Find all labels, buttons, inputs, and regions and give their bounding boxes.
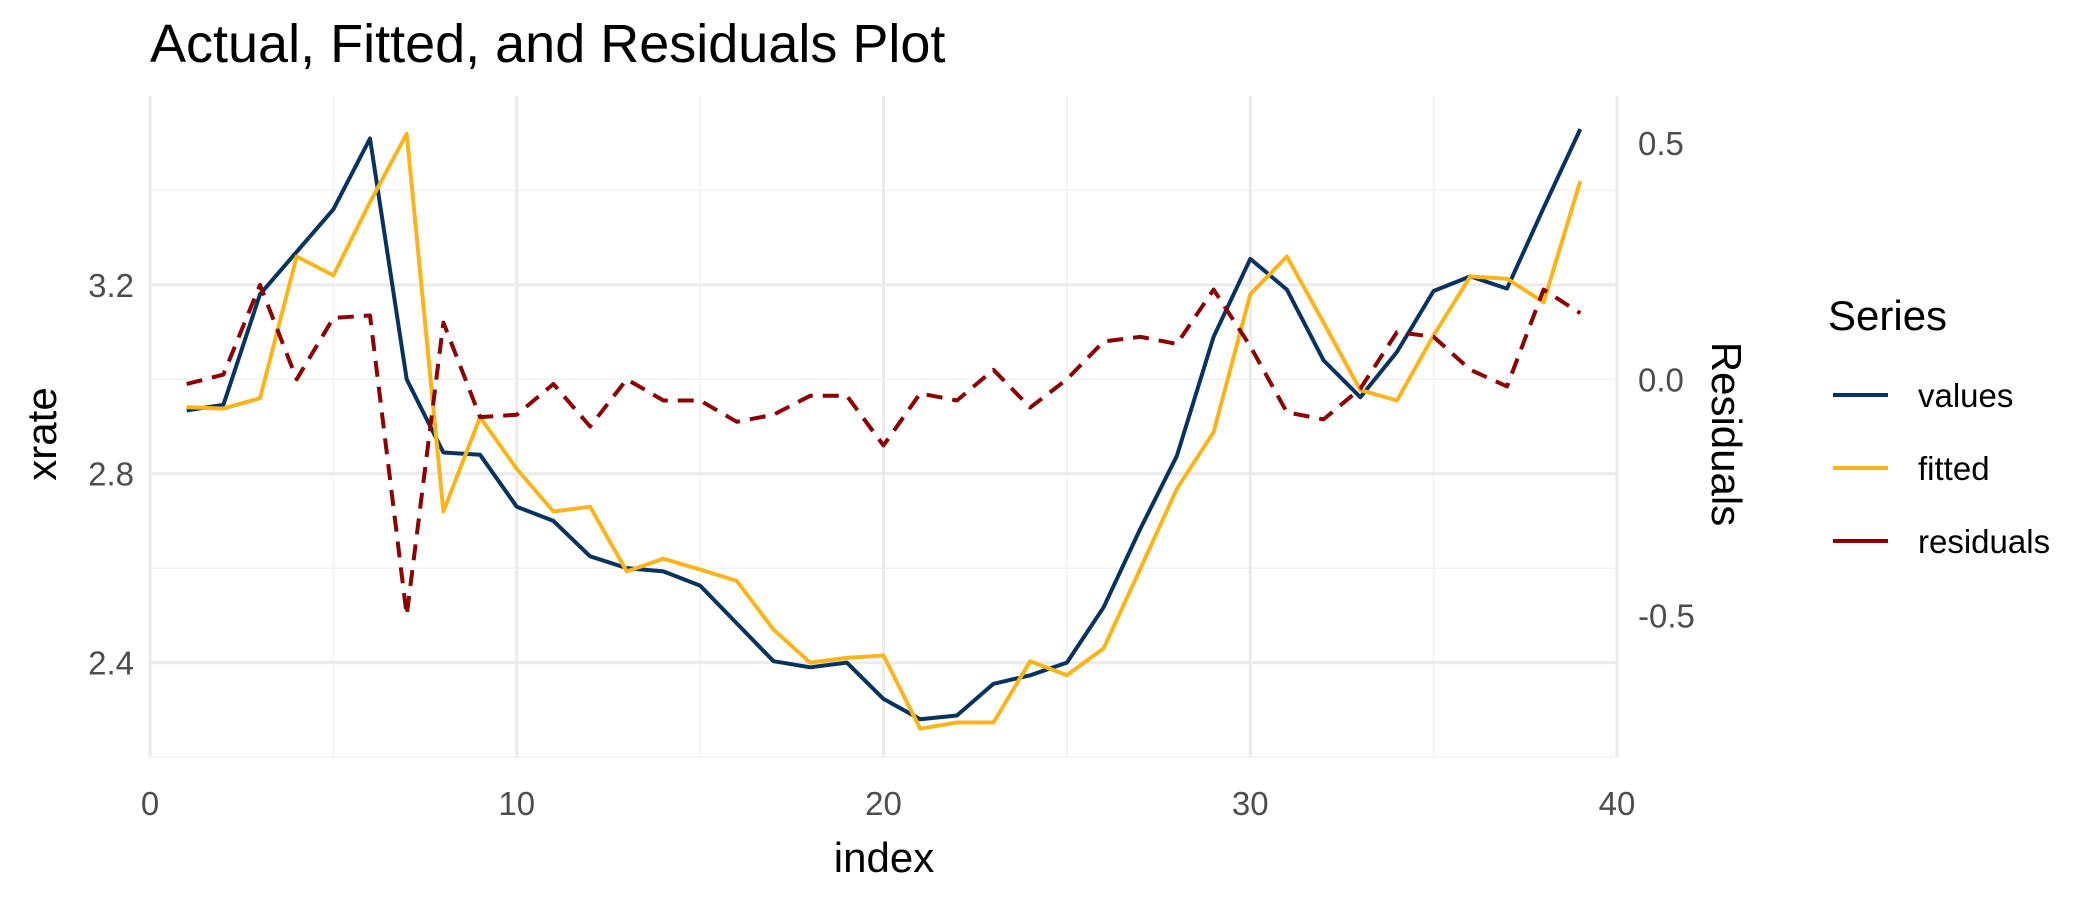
legend-label-residuals: residuals: [1918, 523, 2050, 560]
y2-axis-ticks: -0.5 0.0 0.5: [1638, 125, 1695, 634]
y-axis-ticks: 2.4 2.8 3.2: [88, 267, 134, 682]
chart-title: Actual, Fitted, and Residuals Plot: [150, 14, 945, 74]
x-axis-ticks: 0 10 20 30 40: [141, 785, 1636, 822]
legend-label-fitted: fitted: [1918, 450, 1990, 487]
y2-tick-label: 0.0: [1638, 361, 1684, 398]
legend: Series values fitted residuals: [1828, 292, 2050, 560]
series-line-residuals: [186, 282, 1582, 618]
legend-label-values: values: [1918, 377, 2013, 414]
x-axis-label: index: [834, 834, 934, 881]
y2-tick-label: -0.5: [1638, 597, 1695, 634]
y-axis-label: xrate: [18, 387, 65, 480]
legend-items: values fitted residuals: [1833, 377, 2050, 560]
y-tick-label: 3.2: [88, 267, 134, 304]
legend-item-values: values: [1833, 377, 2013, 414]
grid: [148, 96, 1619, 758]
legend-title: Series: [1828, 292, 1947, 339]
x-tick-label: 40: [1599, 785, 1636, 822]
y-tick-label: 2.4: [88, 645, 134, 682]
series-line-fitted: [186, 131, 1583, 731]
y-tick-label: 2.8: [88, 456, 134, 493]
y2-axis-label: Residuals: [1703, 342, 1750, 526]
series-lines: [186, 128, 1583, 731]
y2-tick-label: 0.5: [1638, 125, 1684, 162]
x-tick-label: 20: [865, 785, 902, 822]
x-tick-label: 0: [141, 785, 159, 822]
legend-item-residuals: residuals: [1833, 523, 2050, 560]
x-tick-label: 10: [498, 785, 535, 822]
series-line-values: [186, 128, 1583, 722]
legend-item-fitted: fitted: [1833, 450, 1990, 487]
x-tick-label: 30: [1232, 785, 1269, 822]
